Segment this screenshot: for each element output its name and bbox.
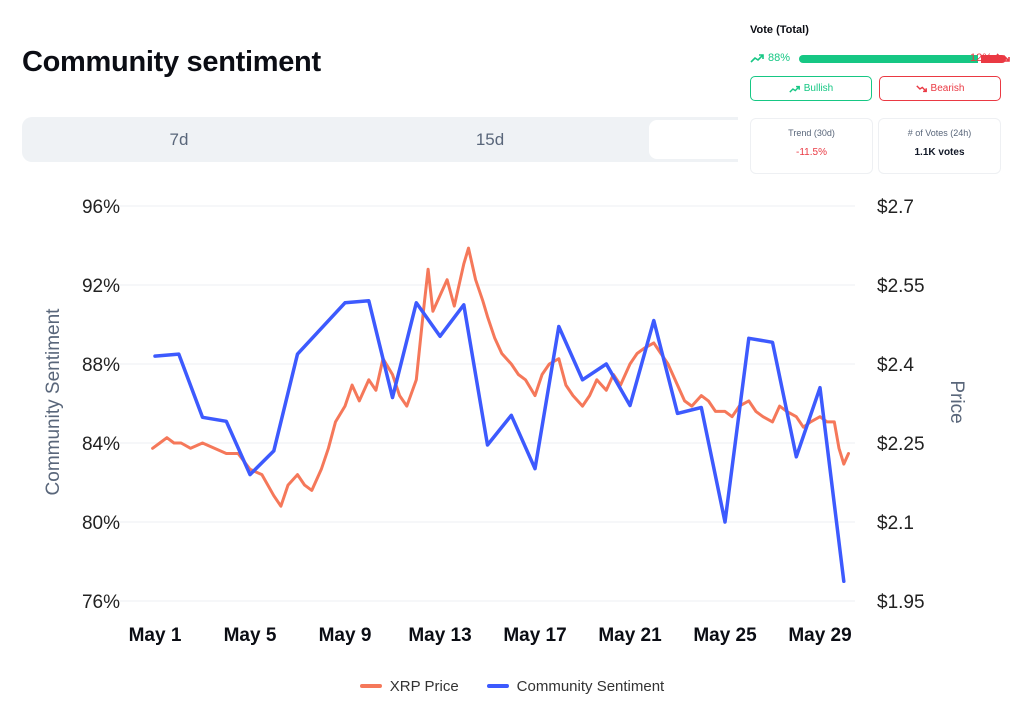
x-axis-ticks: May 1 May 5 May 9 May 13 May 17 May 21 May 25 M…: [129, 625, 852, 646]
right-tick-label: $2.25: [877, 434, 925, 455]
left-tick-label: 76%: [82, 592, 120, 613]
right-tick-label: $1.95: [877, 592, 925, 613]
chart-legend: XRP Price Community Sentiment: [0, 676, 1024, 696]
bearish-percent-text: 12%: [969, 52, 992, 64]
bullish-percent-text: 88%: [768, 52, 791, 64]
vote-title: Vote (Total): [750, 24, 809, 36]
tab-15d[interactable]: 15d: [475, 130, 505, 149]
series-layer: [151, 246, 850, 584]
right-tick-label: $2.7: [877, 197, 914, 218]
right-axis-label: Price: [946, 380, 967, 423]
x-tick-label: May 17: [503, 625, 566, 646]
bearish-button[interactable]: Bearish: [879, 76, 1001, 101]
votes-label: # of Votes (24h): [907, 128, 972, 138]
right-tick-label: $2.4: [877, 355, 914, 376]
left-tick-label: 80%: [82, 513, 120, 534]
sentiment-line: [153, 299, 846, 584]
bearish-bar: [981, 55, 1006, 63]
trend-value: -11.5%: [796, 147, 827, 158]
right-axis-ticks: $1.95 $2.1 $2.25 $2.4 $2.55 $2.7: [877, 197, 925, 613]
left-tick-label: 88%: [82, 355, 120, 376]
x-tick-label: May 29: [788, 625, 851, 646]
trend-up-icon: [789, 85, 800, 93]
left-tick-label: 92%: [82, 276, 120, 297]
legend-label-price: XRP Price: [389, 677, 459, 695]
right-tick-label: $2.1: [877, 513, 914, 534]
chart-grid: [120, 205, 855, 602]
bullish-button[interactable]: Bullish: [750, 76, 872, 101]
left-axis-label: Community Sentiment: [43, 308, 64, 496]
x-tick-label: May 5: [224, 625, 277, 646]
legend-item-price[interactable]: XRP Price: [359, 677, 459, 695]
trend-up-icon: [750, 54, 764, 63]
legend-label-sentiment: Community Sentiment: [516, 677, 665, 695]
legend-item-sentiment[interactable]: Community Sentiment: [486, 677, 665, 695]
legend-swatch-sentiment: [486, 684, 509, 688]
left-tick-label: 96%: [82, 197, 120, 218]
x-tick-label: May 13: [408, 625, 471, 646]
right-tick-label: $2.55: [877, 276, 925, 297]
votes-stat: # of Votes (24h) 1.1K votes: [878, 118, 1001, 174]
tab-7d[interactable]: 7d: [169, 130, 189, 149]
x-tick-label: May 1: [129, 625, 182, 646]
bearish-button-label: Bearish: [930, 83, 965, 94]
price-line: [151, 246, 850, 508]
bullish-bar: [799, 55, 979, 63]
trend-label: Trend (30d): [788, 128, 835, 138]
x-tick-label: May 9: [319, 625, 372, 646]
bullish-button-label: Bullish: [803, 83, 834, 94]
x-tick-label: May 21: [598, 625, 662, 646]
page-title: Community sentiment: [22, 46, 321, 78]
legend-swatch-price: [359, 684, 382, 688]
trend-stat: Trend (30d) -11.5%: [750, 118, 873, 174]
x-tick-label: May 25: [693, 625, 757, 646]
bearish-percent: 12%: [970, 52, 1010, 64]
trend-down-icon: [915, 84, 927, 92]
bullish-percent: 88%: [750, 52, 790, 64]
left-axis-ticks: 76% 80% 84% 88% 92% 96%: [82, 197, 120, 613]
votes-value: 1.1K votes: [914, 147, 965, 158]
trend-down-icon: [996, 53, 1010, 62]
vote-panel: Vote (Total) 88% 12% Bullish Bearish Tre…: [738, 10, 1024, 174]
left-tick-label: 84%: [82, 434, 120, 455]
